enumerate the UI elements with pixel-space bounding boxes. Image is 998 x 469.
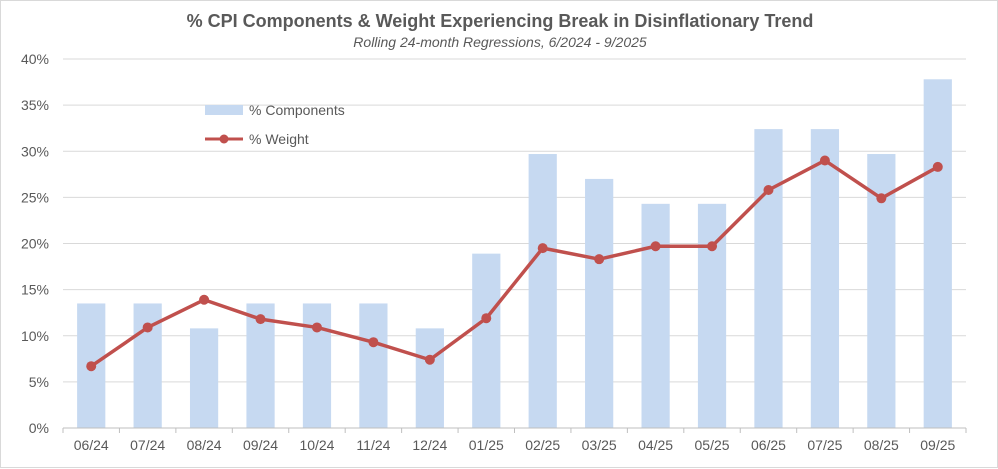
y-tick-label: 5% [29, 374, 49, 390]
y-tick-label: 25% [21, 189, 49, 205]
bar-components [359, 303, 388, 428]
point-weight [368, 337, 379, 348]
bar-components [810, 129, 840, 429]
y-tick-label: 10% [21, 328, 49, 344]
point-weight [707, 241, 718, 252]
point-weight [537, 243, 548, 254]
bar-components [302, 303, 332, 428]
x-tick-label: 06/25 [751, 437, 786, 453]
point-weight [311, 322, 322, 333]
bar-components [641, 203, 670, 428]
point-weight [594, 254, 605, 265]
point-weight [876, 193, 887, 204]
x-tick-label: 12/24 [412, 437, 447, 453]
x-tick-label: 11/24 [356, 437, 390, 453]
legend: % Components % Weight [205, 102, 345, 147]
bar-components [528, 154, 557, 428]
y-tick-label: 20% [21, 236, 49, 252]
x-tick-label: 10/24 [299, 437, 334, 453]
point-weight [86, 361, 97, 372]
x-tick-label: 07/24 [130, 437, 165, 453]
y-tick-label: 35% [21, 97, 49, 113]
point-weight [481, 313, 492, 324]
legend-weight-label: % Weight [249, 131, 309, 147]
point-weight [763, 184, 774, 195]
line-weight [90, 158, 939, 368]
y-tick-label: 30% [21, 143, 49, 159]
bar-components [189, 328, 219, 428]
bar-components [585, 178, 614, 428]
point-weight [650, 241, 661, 252]
point-weight [142, 322, 153, 333]
point-weight [255, 314, 266, 325]
x-tick-label: 03/25 [582, 437, 617, 453]
point-weight [424, 354, 435, 365]
x-tick-label: 01/25 [469, 437, 504, 453]
x-tick-label: 09/25 [920, 437, 955, 453]
bar-components [415, 328, 444, 428]
bar-components [754, 129, 783, 429]
legend-weight-marker [219, 134, 229, 144]
y-tick-label: 0% [29, 420, 49, 436]
bar-components [246, 303, 275, 428]
x-tick-label: 02/25 [525, 437, 560, 453]
bar-components [697, 203, 727, 428]
point-weight [819, 155, 830, 166]
point-weight [199, 294, 210, 305]
point-weight [932, 161, 943, 172]
legend-components-label: % Components [249, 102, 345, 118]
x-tick-label: 06/24 [74, 437, 109, 453]
y-tick-label: 40% [21, 51, 49, 67]
x-tick-label: 04/25 [638, 437, 673, 453]
x-tick-label: 09/24 [243, 437, 278, 453]
bar-components [472, 253, 501, 428]
axes: 0% 5% 10% 15% 20% 25% 30% 35% 40% 06/24 07/24 08/24… [21, 51, 967, 453]
bar-series [77, 79, 952, 429]
x-tick-label: 08/25 [864, 437, 899, 453]
y-tick-label: 15% [21, 282, 49, 298]
x-tick-label: 08/24 [187, 437, 222, 453]
line-series [86, 155, 943, 372]
legend-components-swatch [205, 105, 243, 115]
chart-subtitle: Rolling 24-month Regressions, 6/2024 - 9… [353, 34, 647, 50]
x-tick-label: 05/25 [695, 437, 730, 453]
chart-title: % CPI Components & Weight Experiencing B… [187, 11, 814, 31]
bar-components [923, 79, 952, 429]
x-tick-label: 07/25 [807, 437, 842, 453]
